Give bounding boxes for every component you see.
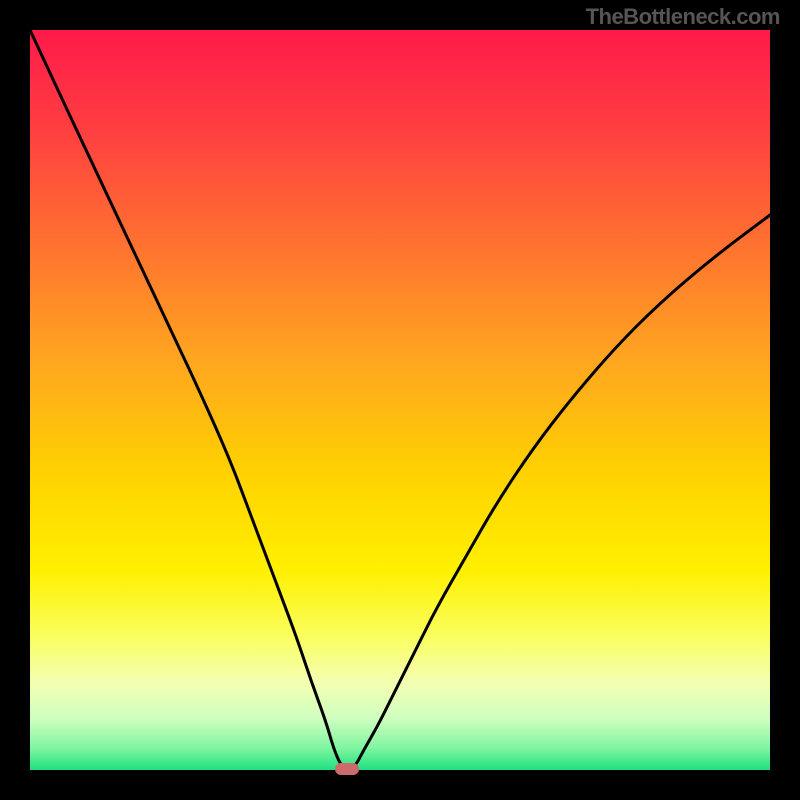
- plot-area: [30, 30, 770, 770]
- curve-svg: [30, 30, 770, 770]
- optimal-point-marker: [335, 763, 359, 775]
- bottleneck-curve-path: [30, 30, 770, 769]
- watermark-text: TheBottleneck.com: [586, 4, 780, 30]
